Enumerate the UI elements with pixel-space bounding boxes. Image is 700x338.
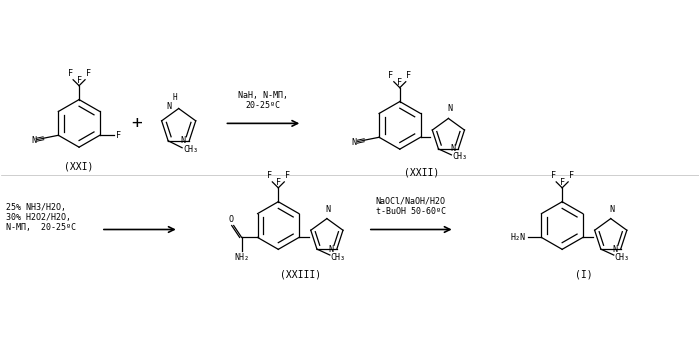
Text: (I): (I): [575, 269, 593, 279]
Text: O: O: [228, 215, 233, 223]
Text: H₂N: H₂N: [510, 233, 526, 242]
Text: N: N: [351, 138, 357, 147]
Text: N: N: [326, 204, 330, 214]
Text: F: F: [85, 69, 90, 78]
Text: F: F: [389, 71, 393, 80]
Text: N: N: [167, 102, 172, 111]
Text: H: H: [172, 93, 177, 101]
Text: (XXIII): (XXIII): [279, 269, 321, 279]
Text: F: F: [116, 131, 120, 140]
Text: NaOCl/NaOH/H2O
t-BuOH 50-60ºC: NaOCl/NaOH/H2O t-BuOH 50-60ºC: [376, 196, 446, 216]
Text: NaH, N-МП,
20-25ºC: NaH, N-МП, 20-25ºC: [238, 91, 288, 111]
Text: CH₃: CH₃: [452, 152, 468, 161]
Text: N: N: [180, 136, 186, 145]
Text: (XXII): (XXII): [404, 167, 440, 177]
Text: CH₃: CH₃: [183, 145, 198, 154]
Text: N: N: [329, 245, 334, 254]
Text: N: N: [31, 136, 36, 145]
Text: N: N: [609, 204, 614, 214]
Text: +: +: [132, 114, 142, 132]
Text: N: N: [447, 104, 452, 114]
Text: F: F: [568, 171, 573, 180]
Text: (XXI): (XXI): [64, 161, 94, 171]
Text: F: F: [68, 69, 73, 78]
Text: F: F: [285, 171, 290, 180]
Text: F: F: [76, 76, 82, 85]
Text: 25% NH3/H2O,
30% H2O2/H2O,
N-МП,  20-25ºC: 25% NH3/H2O, 30% H2O2/H2O, N-МП, 20-25ºC: [6, 203, 76, 233]
Text: N: N: [612, 245, 617, 254]
Text: F: F: [406, 71, 412, 80]
Text: F: F: [267, 171, 272, 180]
Text: CH₃: CH₃: [331, 252, 346, 262]
Text: NH₂: NH₂: [234, 253, 249, 262]
Text: F: F: [551, 171, 556, 180]
Text: N: N: [450, 144, 456, 153]
Text: F: F: [560, 178, 565, 187]
Text: F: F: [276, 178, 281, 187]
Text: CH₃: CH₃: [615, 252, 630, 262]
Text: F: F: [398, 78, 402, 87]
